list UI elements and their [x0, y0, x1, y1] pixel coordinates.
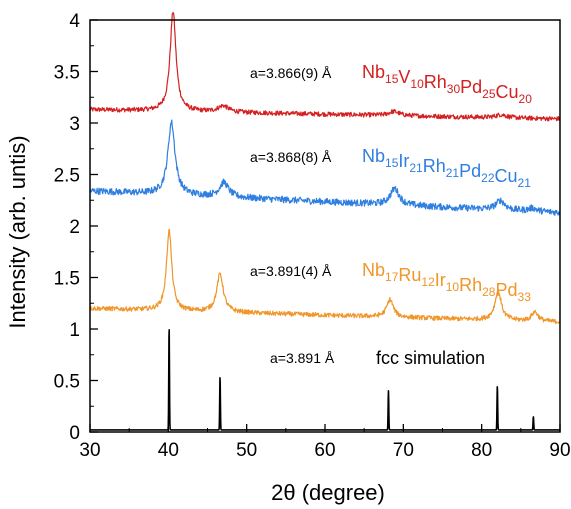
series-line-0 [89, 11, 561, 122]
lattice-label-0: a=3.866(9) Å [250, 65, 332, 81]
y-axis-title: Intensity (arb. untis) [5, 135, 30, 328]
y-tick-label-1: 0.5 [54, 372, 80, 393]
y-tick-label-8: 4 [69, 11, 80, 32]
lattice-label-3: a=3.891 Å [270, 350, 335, 366]
annotations: a=3.866(9) Å Nb15V10Rh30Pd25Cu20 a=3.868(8… [250, 62, 532, 368]
x-tick-label-6: 90 [549, 440, 570, 461]
composition-label-0: Nb15V10Rh30Pd25Cu20 [362, 62, 532, 106]
y-tick-label-6: 3 [69, 114, 80, 135]
x-tick-label-2: 50 [236, 440, 257, 461]
y-tick-label-4: 2 [69, 217, 80, 238]
y-tick-label-5: 2.5 [54, 166, 80, 187]
series-line-3 [89, 328, 561, 431]
composition-label-2: Nb17Ru12Ir10Rh28Pd33 [362, 260, 531, 304]
x-tick-label-1: 40 [158, 440, 179, 461]
y-tick-label-7: 3.5 [54, 63, 80, 84]
composition-label-1: Nb15Ir21Rh21Pd22Cu21 [362, 146, 531, 190]
y-tick-label-2: 1 [69, 320, 80, 341]
plot-frame [89, 19, 561, 433]
y-tick-label-3: 1.5 [54, 269, 80, 290]
y-tick-label-0: 0 [69, 423, 80, 444]
x-axis-title: 2θ (degree) [271, 480, 385, 505]
series-line-1 [89, 119, 561, 216]
simulation-label: fcc simulation [376, 348, 485, 368]
series-line-2 [89, 228, 561, 325]
lattice-label-1: a=3.868(8) Å [250, 149, 332, 165]
x-tick-label-3: 60 [314, 440, 335, 461]
lattice-label-2: a=3.891(4) Å [250, 263, 332, 279]
x-tick-label-0: 30 [79, 440, 100, 461]
x-tick-label-4: 70 [393, 440, 414, 461]
axes: 30 40 50 60 70 80 90 0 0.5 1 1.5 2 2.5 3 3.5 4 [54, 11, 571, 461]
x-tick-label-5: 80 [471, 440, 492, 461]
